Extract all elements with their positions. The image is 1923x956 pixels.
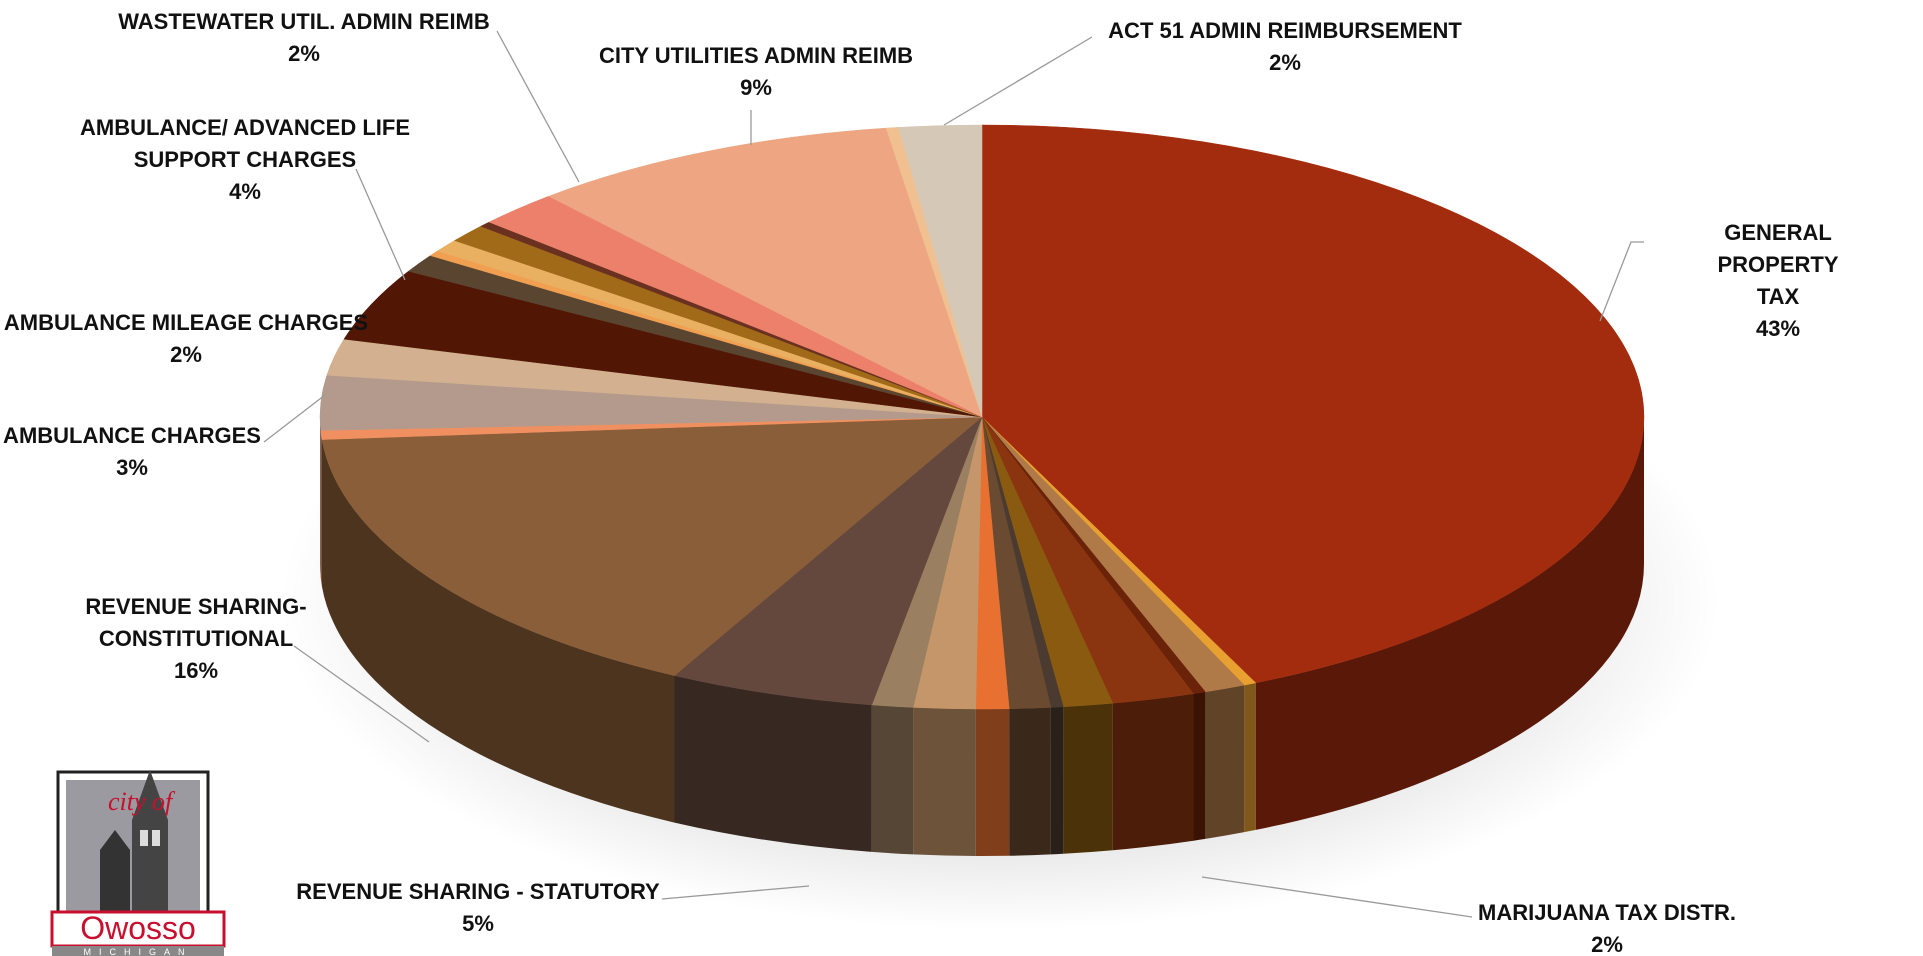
pie-sides: [320, 417, 1644, 856]
value-label: 2%: [288, 41, 320, 66]
value-label: 4%: [229, 179, 261, 204]
value-label: 2%: [1591, 932, 1623, 956]
category-label: WASTEWATER UTIL. ADMIN REIMB: [118, 9, 490, 34]
logo: city of Owosso MICHIGAN: [50, 770, 226, 956]
leader-line: [661, 885, 810, 900]
pie-side: [1244, 682, 1256, 833]
pie-slice: [673, 416, 983, 706]
category-label: REVENUE SHARING - STATUTORY: [296, 879, 660, 904]
pie-side: [1205, 685, 1245, 839]
pie-slice: [321, 416, 983, 676]
logo-name: Owosso: [80, 910, 196, 946]
category-label: MARIJUANA TAX DISTR.: [1478, 900, 1736, 925]
value-label: 43%: [1755, 316, 1801, 341]
logo-state: MICHIGAN: [84, 947, 193, 956]
pie-side: [320, 430, 322, 587]
pie-side: [1063, 703, 1113, 854]
pie-side: [1112, 693, 1194, 851]
leader-line: [263, 394, 326, 443]
data-label: AMBULANCE/ ADVANCED LIFE SUPPORT CHARGES…: [80, 112, 410, 208]
leader-line: [496, 30, 580, 183]
logo-top: city of: [108, 787, 176, 816]
data-label: WASTEWATER UTIL. ADMIN REIMB 2%: [118, 6, 490, 70]
data-label: AMBULANCE CHARGES 3%: [3, 420, 261, 484]
leader-line: [943, 36, 1093, 126]
pie-side: [674, 675, 872, 852]
value-label: 3%: [116, 455, 148, 480]
value-label: 9%: [740, 75, 772, 100]
leader-line: [293, 645, 430, 743]
pie-slice: [548, 127, 983, 418]
data-label: REVENUE SHARING- CONSTITUTIONAL 16%: [85, 591, 306, 687]
data-label: ACT 51 ADMIN REIMBURSEMENT 2%: [1108, 15, 1462, 79]
value-label: 16%: [173, 658, 219, 683]
category-label: AMBULANCE CHARGES: [3, 423, 261, 448]
data-label: REVENUE SHARING - STATUTORY 5%: [296, 876, 659, 940]
pie-side: [1050, 706, 1064, 855]
pie-side: [1255, 417, 1644, 830]
category-label: GENERAL PROPERTY TAX: [1717, 220, 1839, 309]
data-label: AMBULANCE MILEAGE CHARGES 2%: [4, 307, 368, 371]
pie-side: [871, 704, 914, 855]
category-label: AMBULANCE MILEAGE CHARGES: [3, 310, 369, 335]
leader-line: [1201, 876, 1473, 918]
leader-line: [1599, 241, 1644, 322]
value-label: 5%: [462, 911, 494, 936]
pie-slice: [981, 124, 1645, 684]
category-label: CITY UTILITIES ADMIN REIMB: [598, 43, 914, 68]
leader-line: [355, 168, 406, 281]
pie-tops: [319, 124, 1645, 710]
pie-side: [320, 417, 321, 578]
logo-tower: [132, 770, 168, 914]
pie-side: [321, 439, 675, 823]
logo-state-bar: [52, 946, 224, 956]
leader-lines: [263, 30, 1644, 918]
logo-tower: [100, 830, 130, 914]
data-label: CITY UTILITIES ADMIN REIMB 9%: [599, 40, 913, 104]
pie-slice: [898, 124, 983, 418]
logo-name-box: [50, 910, 226, 948]
category-label: AMBULANCE/ ADVANCED LIFE SUPPORT CHARGES: [80, 115, 410, 172]
data-label: MARIJUANA TAX DISTR. 2%: [1478, 897, 1736, 956]
pie-side: [1193, 691, 1206, 841]
logo-window: [140, 830, 148, 846]
pie-side: [913, 707, 976, 856]
data-label: GENERAL PROPERTY TAX 43%: [1706, 217, 1851, 345]
category-label: ACT 51 ADMIN REIMBURSEMENT: [1108, 18, 1462, 43]
value-label: 2%: [170, 342, 202, 367]
category-label: REVENUE SHARING- CONSTITUTIONAL: [85, 594, 307, 651]
value-label: 2%: [1269, 50, 1301, 75]
pie-side: [1009, 707, 1051, 856]
logo-window: [152, 830, 160, 846]
pie-side: [975, 708, 1010, 856]
